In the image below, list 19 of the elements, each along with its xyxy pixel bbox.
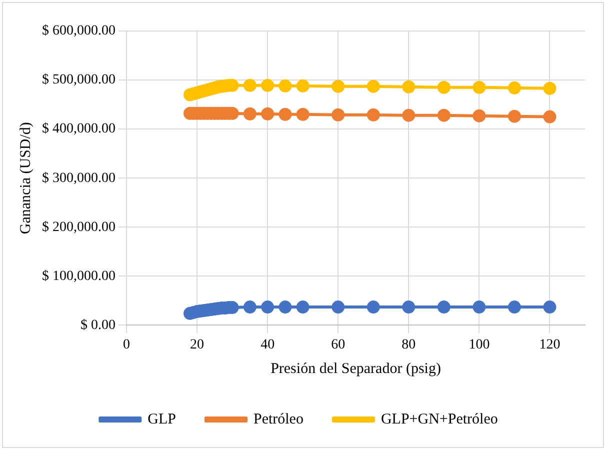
x-tick-label: 80 — [402, 337, 416, 352]
y-axis-title: Ganancia (USD/d) — [18, 122, 34, 234]
x-tick-label: 60 — [331, 337, 346, 352]
x-tick-label: 20 — [190, 337, 204, 352]
y-tick-label: $ 600,000.00 — [42, 24, 116, 39]
legend-label: GLP — [148, 411, 176, 428]
y-tick-label: $ 300,000.00 — [42, 170, 116, 186]
y-tick-label: $ 200,000.00 — [42, 220, 116, 235]
x-tick-label: 40 — [260, 337, 275, 352]
legend-label: Petróleo — [253, 411, 304, 428]
y-tick-label: $ 500,000.00 — [42, 72, 116, 88]
y-tick-label: $ 400,000.00 — [42, 122, 116, 137]
y-tick-label: $ 0.00 — [80, 318, 116, 333]
x-tick-label: 100 — [468, 337, 490, 352]
legend-label: GLP+GN+Petróleo — [380, 411, 498, 428]
x-tick-label: 120 — [539, 337, 560, 352]
x-axis-title: Presión del Separador (psig) — [270, 360, 441, 377]
x-tick-label: 0 — [123, 337, 130, 352]
y-tick-label: $ 100,000.00 — [42, 268, 116, 284]
